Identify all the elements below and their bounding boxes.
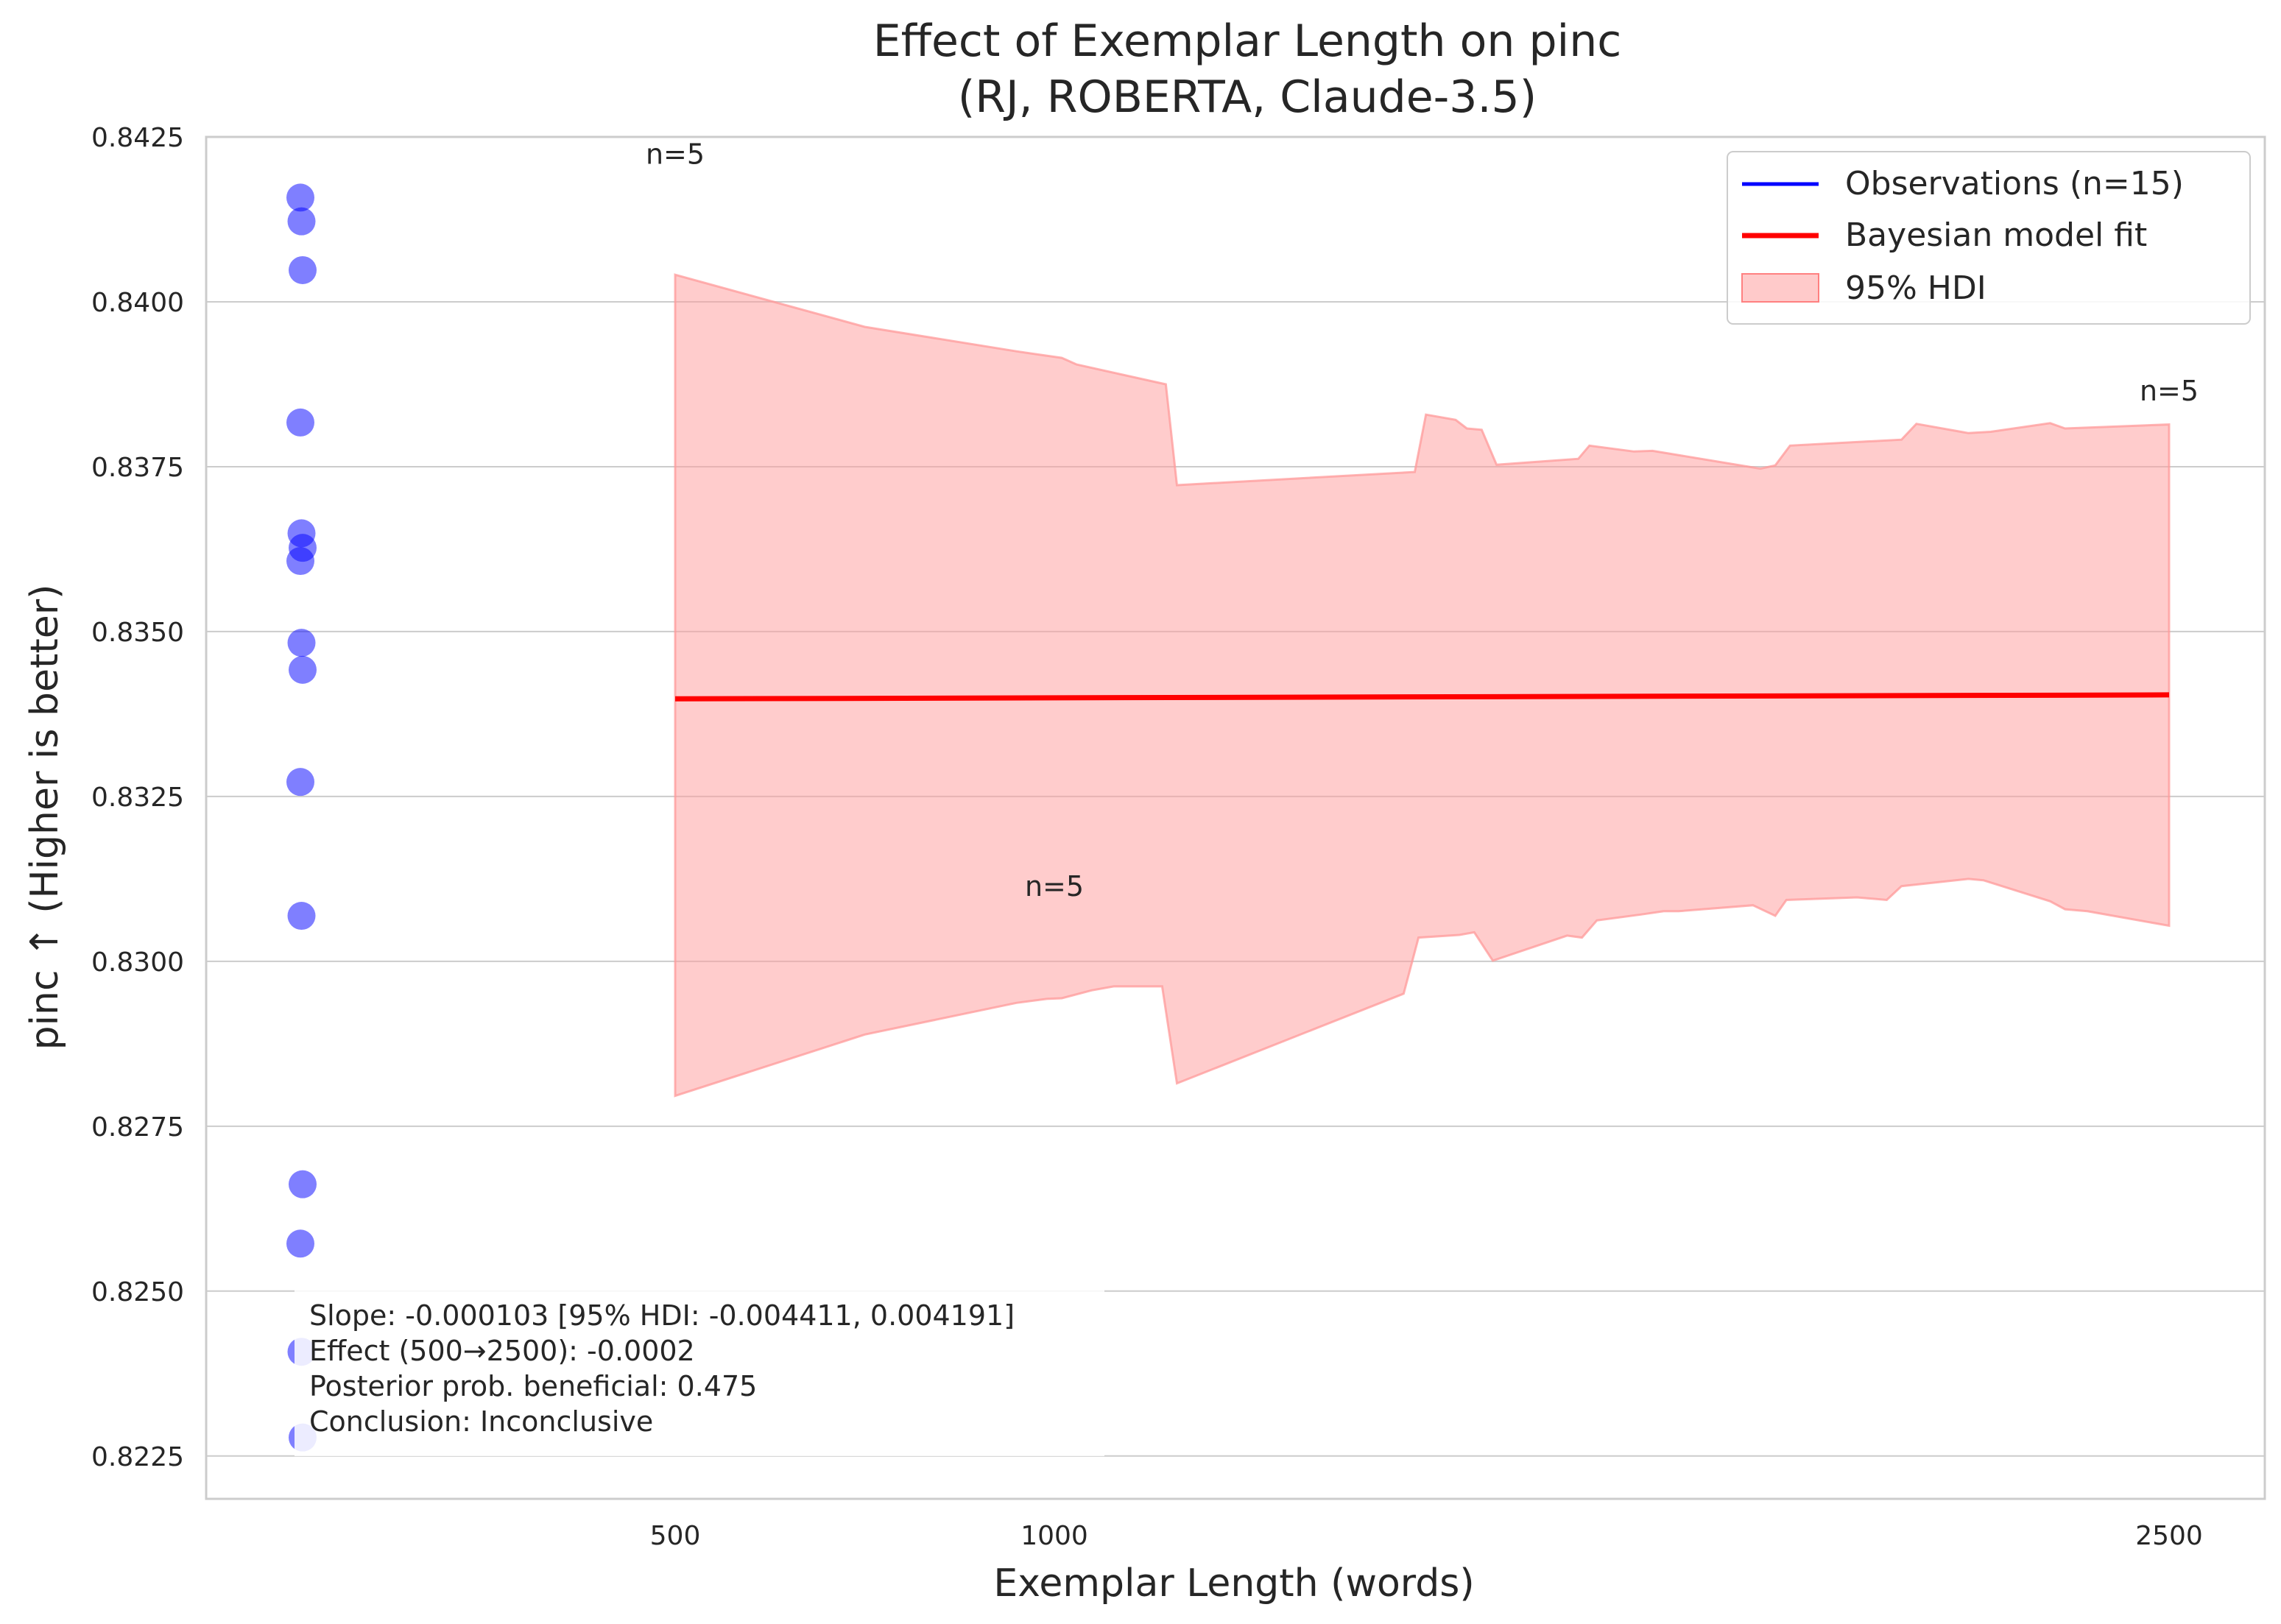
sample-size-annotation: n=5	[2140, 375, 2199, 407]
stats-line-slope: Slope: -0.000103 [95% HDI: -0.004411, 0.…	[309, 1299, 1015, 1332]
observation-point	[287, 902, 316, 931]
x-axis-label: Exemplar Length (words)	[993, 1561, 1474, 1606]
observation-point	[289, 655, 317, 684]
legend-frame	[1727, 151, 2251, 325]
stats-box: Slope: -0.000103 [95% HDI: -0.004411, 0.…	[295, 1288, 1104, 1456]
observation-point	[289, 255, 317, 284]
sample-size-annotations: n=5 n=5 n=5	[646, 138, 2199, 902]
stats-line-effect: Effect (500→2500): -0.0002	[309, 1335, 695, 1367]
x-tick-labels: 500 1000 2500	[650, 1521, 2203, 1551]
observation-point	[287, 629, 316, 657]
legend-hdi-label: 95% HDI	[1845, 269, 1986, 307]
observation-point	[286, 1229, 314, 1258]
y-tick-label: 0.8350	[91, 618, 184, 648]
y-tick-label: 0.8275	[91, 1112, 184, 1143]
y-tick-label: 0.8225	[91, 1442, 184, 1472]
y-axis-label: pinc ↑ (Higher is better)	[23, 585, 67, 1051]
hdi-band	[674, 273, 2171, 1098]
y-tick-label: 0.8300	[91, 947, 184, 978]
stats-box-background	[295, 1288, 1104, 1456]
legend-observations-label: Observations (n=15)	[1845, 165, 2184, 202]
sample-size-annotation: n=5	[1025, 870, 1084, 903]
sample-size-annotation: n=5	[646, 138, 705, 170]
chart-subtitle: (RJ, ROBERTA, Claude-3.5)	[958, 71, 1537, 123]
plot-frame	[205, 135, 2266, 1500]
stats-line-probability: Posterior prob. beneficial: 0.475	[309, 1370, 757, 1402]
y-tick-label: 0.8250	[91, 1277, 184, 1307]
x-tick-label: 500	[650, 1521, 701, 1551]
x-tick-label: 1000	[1020, 1521, 1088, 1551]
observation-point	[286, 768, 314, 797]
y-tick-label: 0.8400	[91, 288, 184, 318]
legend-hdi-swatch	[1741, 273, 1819, 303]
legend-fit-label: Bayesian model fit	[1845, 216, 2147, 254]
y-tick-label: 0.8425	[91, 123, 184, 153]
legend: Observations (n=15) Bayesian model fit 9…	[1727, 151, 2251, 325]
y-tick-label: 0.8325	[91, 783, 184, 813]
fit-line	[674, 692, 2170, 702]
hdi-area	[674, 273, 2171, 1098]
observation-point	[286, 547, 314, 576]
observation-point	[287, 207, 316, 236]
chart-title: Effect of Exemplar Length on pinc	[873, 15, 1621, 67]
x-tick-label: 2500	[2135, 1521, 2203, 1551]
observation-point	[286, 183, 314, 212]
observation-point	[286, 408, 314, 437]
y-tick-label: 0.8375	[91, 453, 184, 483]
observation-point	[289, 1170, 317, 1198]
stats-line-conclusion: Conclusion: Inconclusive	[309, 1405, 653, 1438]
y-tick-labels: 0.8225 0.8250 0.8275 0.8300 0.8325 0.8350 0.83…	[91, 123, 184, 1472]
fit-line-segment	[674, 692, 2170, 702]
